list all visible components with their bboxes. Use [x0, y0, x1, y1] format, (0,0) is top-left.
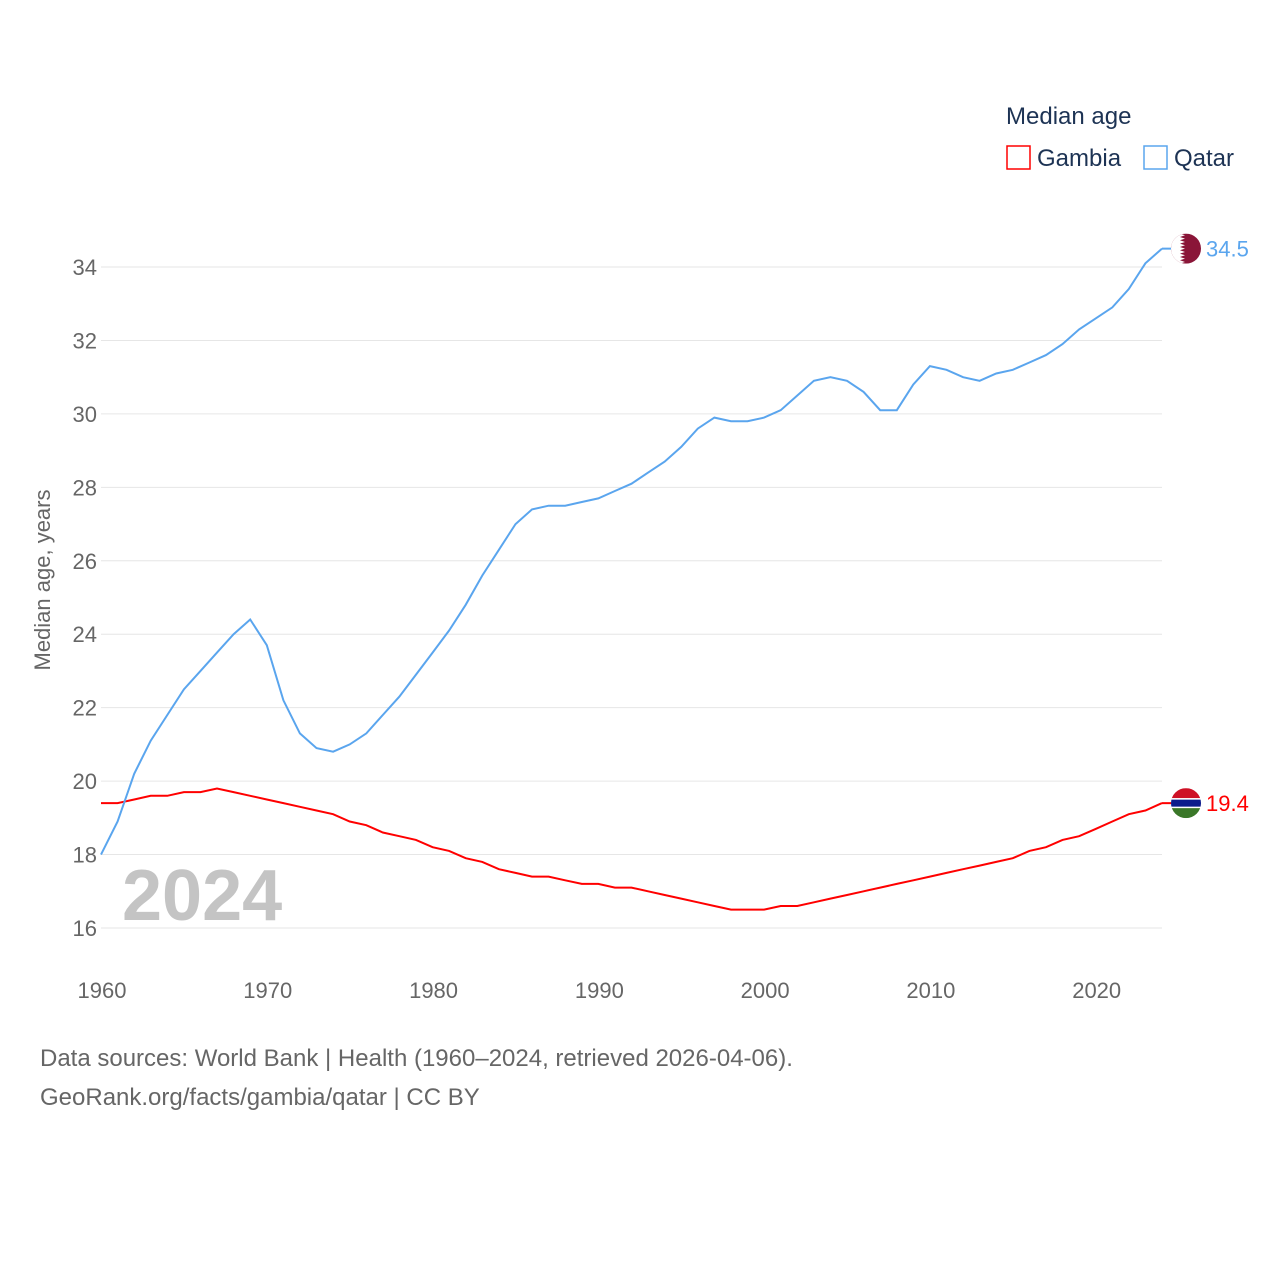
- source-note: Data sources: World Bank | Health (1960–…: [40, 1045, 793, 1072]
- x-tick-label: 1970: [243, 978, 292, 1003]
- y-tick-label: 30: [73, 402, 97, 427]
- year-label: 2024: [122, 856, 282, 936]
- legend-label-gambia: Gambia: [1037, 145, 1122, 172]
- source-link[interactable]: GeoRank.org/facts/gambia/qatar | CC BY: [40, 1084, 480, 1111]
- y-tick-label: 16: [73, 916, 97, 941]
- qatar-flag-icon: [1171, 233, 1201, 264]
- gambia-flag-icon: [1171, 788, 1201, 819]
- y-tick-label: 26: [73, 549, 97, 574]
- y-tick-label: 32: [73, 328, 97, 353]
- end-value-label-gambia: 19.4: [1206, 791, 1249, 816]
- y-tick-label: 28: [73, 475, 97, 500]
- x-tick-label: 1960: [78, 978, 127, 1003]
- legend-swatch-gambia: [1006, 145, 1031, 170]
- x-tick-label: 1990: [575, 978, 624, 1003]
- y-tick-label: 22: [73, 696, 97, 721]
- y-tick-label: 20: [73, 769, 97, 794]
- legend-label-qatar: Qatar: [1174, 145, 1234, 172]
- x-tick-label: 2020: [1072, 978, 1121, 1003]
- end-value-label-qatar: 34.5: [1206, 237, 1249, 262]
- y-tick-label: 24: [73, 622, 97, 647]
- x-tick-label: 2000: [741, 978, 790, 1003]
- series-line-qatar: [100, 247, 1163, 856]
- legend-title: Median age: [1006, 103, 1131, 130]
- legend-swatch-qatar: [1143, 145, 1168, 170]
- y-tick-label: 34: [73, 255, 97, 280]
- y-axis-label: Median age, years: [30, 490, 55, 671]
- x-tick-label: 2010: [906, 978, 955, 1003]
- x-tick-label: 1980: [409, 978, 458, 1003]
- y-tick-label: 18: [73, 843, 97, 868]
- series-line-gambia: [101, 787, 1163, 911]
